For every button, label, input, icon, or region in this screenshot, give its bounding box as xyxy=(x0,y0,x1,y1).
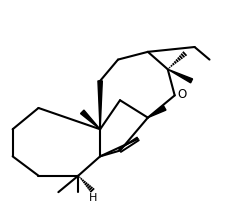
Text: O: O xyxy=(177,88,186,101)
Polygon shape xyxy=(148,106,166,118)
Polygon shape xyxy=(81,110,100,129)
Text: H: H xyxy=(89,193,98,203)
Polygon shape xyxy=(168,69,193,83)
Polygon shape xyxy=(98,81,102,129)
